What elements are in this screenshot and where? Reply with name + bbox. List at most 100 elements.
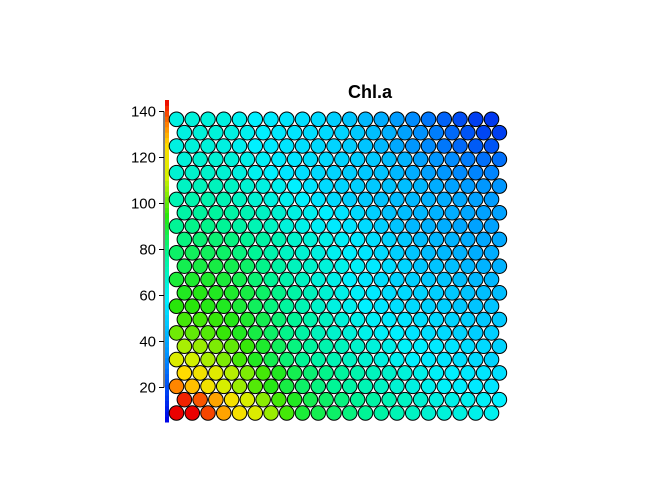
som-node [475, 365, 492, 381]
som-node [247, 351, 264, 368]
som-node [208, 365, 224, 381]
som-node [318, 231, 334, 248]
som-node [176, 311, 193, 328]
colorbar-segment [165, 379, 169, 385]
som-node [184, 271, 201, 288]
som-node [397, 311, 413, 328]
som-node [200, 351, 216, 368]
som-node [483, 245, 500, 261]
som-node [302, 311, 319, 328]
colorbar-segment [165, 368, 169, 375]
som-node [223, 311, 240, 328]
som-node [444, 124, 460, 141]
colorbar-segment [165, 126, 169, 133]
som-node [483, 138, 500, 154]
som-node [334, 204, 350, 221]
som-node [326, 245, 342, 261]
som-node [452, 351, 468, 368]
som-node [239, 258, 256, 274]
som-node [184, 218, 201, 234]
som-node [467, 271, 484, 288]
som-node [278, 164, 295, 181]
som-node [373, 378, 390, 395]
colorbar-segment [165, 362, 169, 369]
som-node [184, 405, 201, 421]
som-node [397, 391, 413, 408]
colorbar-segment [165, 142, 169, 149]
som-node [428, 231, 445, 248]
som-node-grid [168, 111, 508, 421]
colorbar-tick-label: 80 [139, 242, 156, 259]
som-node [412, 124, 429, 141]
som-node [483, 271, 500, 288]
colorbar-segment [165, 116, 169, 122]
colorbar-segment [165, 373, 169, 380]
som-node [491, 124, 508, 141]
som-node [475, 338, 492, 355]
colorbar-segment [165, 239, 169, 246]
som-node [215, 191, 232, 208]
som-node [263, 138, 279, 154]
som-node [397, 124, 413, 141]
som-node [341, 351, 358, 368]
colorbar-segment [165, 105, 169, 112]
som-node [168, 351, 185, 368]
som-node [247, 405, 264, 421]
som-node [349, 391, 366, 408]
som-node [412, 365, 429, 381]
som-node [436, 164, 453, 181]
som-node [404, 218, 421, 234]
som-node [467, 405, 484, 421]
som-node [483, 218, 500, 234]
som-node [255, 365, 271, 381]
som-node [192, 285, 208, 301]
som-node [168, 218, 185, 234]
som-node [231, 378, 248, 395]
colorbar-segment [165, 293, 169, 300]
som-node [294, 405, 311, 421]
som-node [208, 311, 224, 328]
som-node [271, 151, 287, 168]
som-node [412, 285, 429, 301]
som-node [460, 311, 476, 328]
som-node [318, 311, 334, 328]
som-node [200, 164, 216, 181]
som-node [483, 405, 500, 421]
som-node [223, 365, 240, 381]
som-node [184, 378, 201, 395]
som-node [192, 231, 208, 248]
som-node [192, 365, 208, 381]
som-node [444, 178, 460, 194]
som-node [381, 204, 397, 221]
som-node [381, 365, 397, 381]
colorbar-segment [165, 320, 169, 326]
som-node [349, 124, 366, 141]
som-node [357, 405, 374, 421]
colorbar-segment [165, 132, 169, 139]
som-node [231, 111, 248, 128]
som-node [326, 111, 342, 128]
som-node [302, 365, 319, 381]
som-node [389, 325, 405, 341]
som-node [263, 191, 279, 208]
som-node [255, 231, 271, 248]
som-node [286, 311, 303, 328]
som-node [294, 351, 311, 368]
colorbar-segment [165, 405, 169, 412]
som-node [397, 151, 413, 168]
colorbar-segment [165, 196, 169, 203]
som-node [215, 245, 232, 261]
som-node [491, 285, 508, 301]
som-node [208, 204, 224, 221]
colorbar-segment [165, 271, 169, 278]
som-node [239, 391, 256, 408]
colorbar-segment [165, 223, 169, 230]
som-node [168, 405, 185, 421]
som-node [263, 325, 279, 341]
som-node [231, 405, 248, 421]
colorbar-segment [165, 255, 169, 262]
som-node [310, 138, 327, 154]
som-node [176, 338, 193, 355]
som-node [231, 325, 248, 341]
som-node [310, 218, 327, 234]
